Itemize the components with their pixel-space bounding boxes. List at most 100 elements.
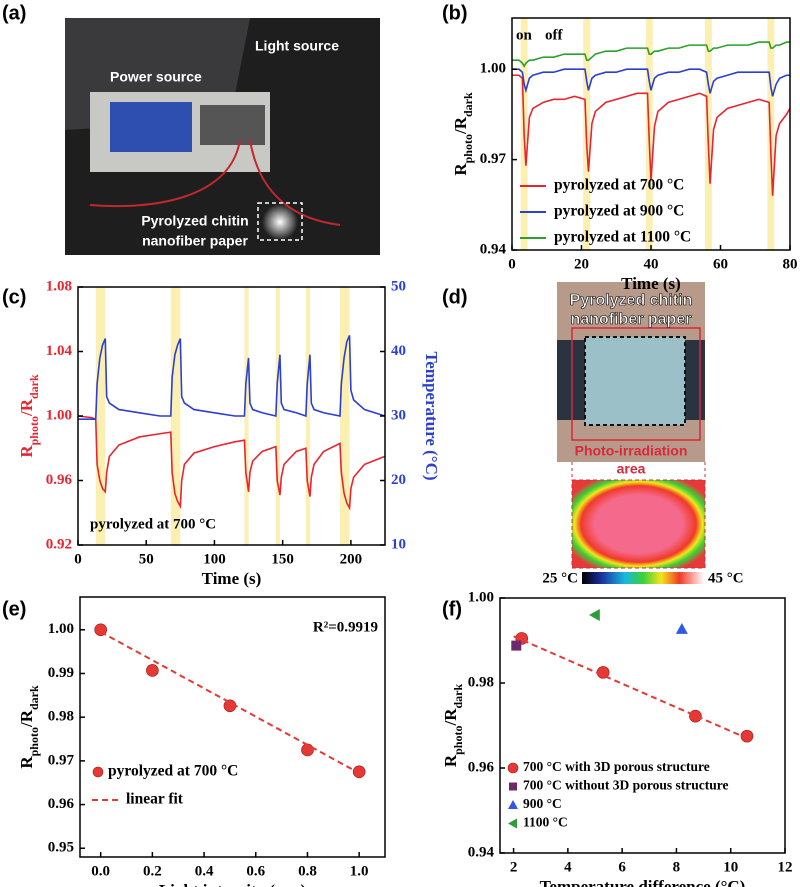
annotation: pyrolyzed at 700 °C — [90, 516, 216, 532]
series-line — [512, 68, 790, 97]
y-axis-label: Rphoto/Rdark — [451, 92, 475, 176]
x-tick-label: 60 — [713, 256, 728, 272]
marker — [689, 709, 702, 723]
y-tick-label: 1.00 — [46, 407, 72, 423]
y-tick-label: 1.08 — [46, 278, 72, 294]
photo-label: area — [617, 461, 646, 477]
irradiation-area — [571, 327, 701, 441]
y-axis-label-part: R — [17, 756, 36, 769]
marker — [740, 729, 754, 743]
power-supply-screen — [110, 102, 192, 152]
plot-frame — [499, 597, 786, 854]
x-tick-label: 2 — [510, 859, 518, 875]
x-tick-label: 150 — [271, 551, 294, 567]
y-axis-label-part: photo — [461, 134, 475, 163]
photo-label: Pyrolyzed chitin — [570, 292, 693, 309]
legend-marker — [508, 800, 518, 809]
photo-label: nanofiber paper — [142, 233, 248, 249]
x-tick-label: 50 — [139, 551, 154, 567]
light-on-band — [95, 287, 106, 545]
marker — [301, 743, 314, 757]
photo-label: nanofiber paper — [571, 311, 692, 328]
y-axis-label-part: R — [451, 163, 470, 176]
x-tick-label: 0 — [508, 256, 516, 272]
y-tick-label: 0.96 — [46, 472, 73, 488]
photo-a: Light source Power source Pyrolyzed chit… — [65, 18, 380, 255]
y-axis-label: Rphoto/Rdark — [441, 684, 465, 768]
plot-frame — [79, 596, 386, 858]
y-axis-label-part: photo — [27, 416, 41, 445]
marker — [146, 664, 159, 677]
y-tick-label: 1.00 — [468, 589, 494, 605]
x-tick-label: 4 — [564, 859, 572, 875]
y2-tick-label: 10 — [391, 536, 406, 552]
legend-label: 1100 °C — [523, 815, 568, 830]
x-axis-label: Temperature difference (°C) — [540, 877, 746, 887]
x-tick-label: 0.8 — [298, 863, 317, 879]
series-line — [77, 415, 386, 511]
x-tick-label: 200 — [340, 551, 363, 567]
annotation: R²=0.9919 — [313, 619, 378, 635]
colorbar-label: 45 °C — [708, 570, 744, 586]
y2-tick-label: 20 — [391, 472, 406, 488]
x-axis-label: Light intensity (sun) — [159, 881, 306, 887]
y-axis-label-part: /R — [451, 116, 470, 135]
series-line — [100, 631, 360, 774]
legend-label: pyrolyzed at 1100 °C — [554, 229, 691, 246]
y-tick-label: 0.96 — [468, 759, 495, 775]
y-axis-label-part: /R — [17, 709, 36, 728]
y2-axis-label: Temperature (°C) — [422, 351, 441, 480]
panel-label: (e) — [2, 598, 26, 620]
thermal-image — [571, 479, 706, 569]
cable — [89, 139, 241, 208]
y2-tick-label: 50 — [391, 278, 406, 294]
y-tick-label: 0.94 — [468, 844, 495, 860]
panel-label: (c) — [2, 286, 26, 308]
y-tick-label: 0.98 — [48, 709, 74, 725]
light-on-band — [305, 287, 310, 545]
sample-paper — [584, 336, 686, 426]
y-axis-label-part: R — [441, 754, 460, 767]
panel-label: (d) — [442, 286, 468, 308]
x-axis-label: Time (s) — [202, 569, 262, 588]
x-tick-label: 0.4 — [195, 863, 214, 879]
x-tick-label: 100 — [203, 551, 226, 567]
y-tick-label: 0.94 — [480, 241, 507, 257]
y-tick-label: 0.96 — [48, 796, 75, 812]
legend-label: 700 °C without 3D porous structure — [523, 778, 729, 793]
y-tick-label: 1.04 — [46, 343, 73, 359]
panel-label: (b) — [442, 2, 468, 24]
legend-label: 700 °C with 3D porous structure — [523, 759, 710, 774]
x-tick-label: 0.6 — [246, 863, 265, 879]
annotation: on — [516, 27, 533, 43]
y-axis-label-part: dark — [461, 92, 475, 117]
x-tick-label: 8 — [673, 859, 681, 875]
y-tick-label: 1.00 — [480, 61, 506, 77]
legend-marker — [509, 782, 517, 791]
y-tick-label: 1.00 — [48, 621, 74, 637]
legend-marker — [92, 766, 104, 778]
y-axis-label-part: dark — [27, 685, 41, 710]
x-tick-label: 0 — [74, 551, 82, 567]
x-tick-label: 1.0 — [350, 863, 369, 879]
y-axis-label-part: dark — [451, 684, 465, 709]
cable — [249, 139, 341, 226]
series-line — [78, 335, 386, 421]
y-axis-label-part: R — [17, 445, 36, 458]
photo-label: Photo-irradiation — [575, 443, 688, 459]
light-on-band — [170, 287, 181, 545]
y-axis-label: Rphoto/Rdark — [17, 374, 41, 458]
sample-glow — [262, 204, 298, 240]
x-tick-label: 6 — [618, 859, 626, 875]
power-supply-panel — [200, 105, 265, 145]
panel-label: (a) — [2, 2, 26, 24]
x-tick-label: 0.2 — [143, 863, 162, 879]
legend-marker — [507, 762, 519, 774]
x-tick-label: 0.0 — [91, 863, 110, 879]
y-tick-label: 0.92 — [46, 536, 72, 552]
y2-tick-label: 40 — [391, 343, 406, 359]
y2-tick-label: 30 — [391, 407, 406, 423]
panel-label: (f) — [442, 598, 462, 620]
light-on-band — [244, 287, 249, 545]
